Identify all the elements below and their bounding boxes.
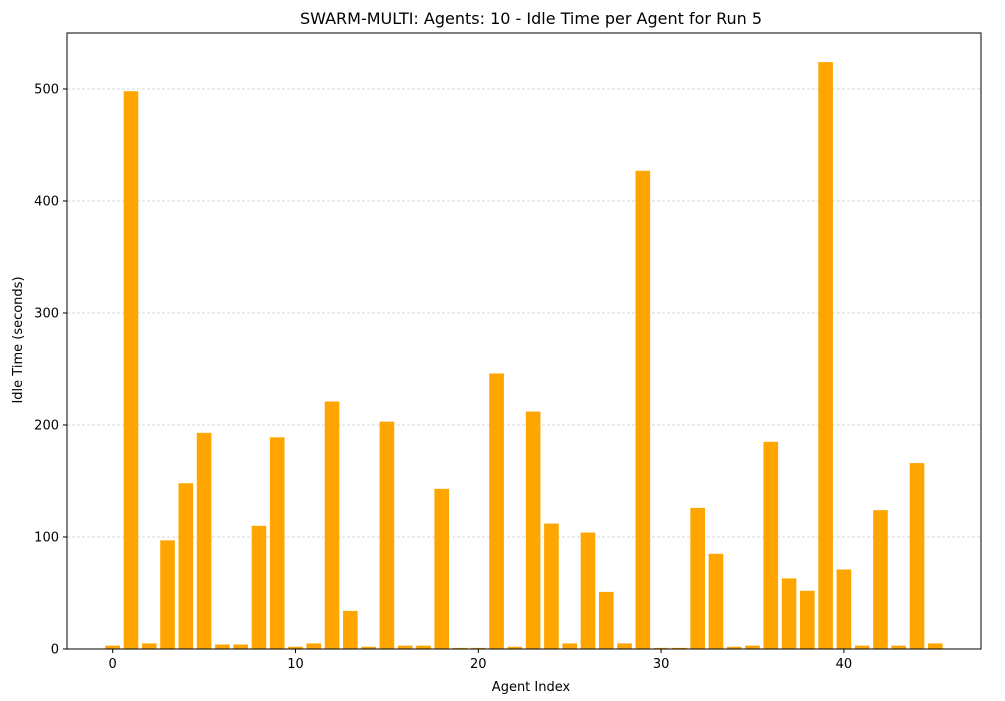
bar [507,646,523,649]
bar [215,644,230,649]
bar [489,373,504,649]
bar [653,647,669,649]
bar [343,610,358,649]
bar [452,647,468,649]
bar [269,437,285,649]
y-tick-label: 0 [51,643,59,658]
bar [598,591,614,649]
bar [726,646,742,649]
bar [379,421,395,649]
y-axis-label: Idle Time (seconds) [11,276,26,403]
x-tick-label: 0 [109,657,117,672]
bar [196,432,212,649]
bar [160,540,175,649]
bar [470,647,486,649]
x-tick-label: 30 [653,657,670,672]
x-axis-ticks: 0 10 20 30 40 [109,649,853,672]
bar [763,441,779,649]
plot-frame [66,32,982,650]
bar [927,643,943,649]
bar [672,647,687,649]
bar [873,510,888,649]
bar [525,411,541,649]
bar [288,646,303,649]
bar [105,645,121,649]
bar [891,645,907,649]
bar [836,569,852,649]
bar [361,646,376,649]
x-axis-label: Agent Index [492,680,571,695]
y-tick-label: 200 [34,419,59,434]
bar [800,590,815,649]
y-axis-ticks: 0 100 200 300 400 500 [34,83,67,658]
bar [178,483,194,649]
x-tick-label: 20 [470,657,487,672]
chart-title: SWARM-MULTI: Agents: 10 - Idle Time per … [300,9,762,28]
bar [818,62,833,650]
bar [708,553,724,649]
y-tick-label: 300 [34,307,59,322]
bar [909,463,925,649]
bar [306,643,322,649]
x-tick-label: 40 [836,657,853,672]
axes-frame [66,32,982,650]
bar [544,523,559,649]
y-tick-label: 100 [34,531,59,546]
y-tick-label: 400 [34,195,59,210]
bar [635,170,651,649]
x-tick-label: 10 [287,657,304,672]
bar [580,532,596,649]
bar [251,525,267,649]
y-tick-label: 500 [34,83,59,98]
bar [854,645,870,649]
bar [562,643,578,649]
bar [690,507,705,649]
bar [141,643,157,649]
bar [324,401,340,649]
bar [397,645,413,649]
bar [781,578,797,649]
bars [105,62,943,650]
bar [617,643,632,649]
bar [233,644,248,649]
bar [123,91,139,650]
bar [434,488,450,649]
bar [745,645,760,649]
bar [416,645,431,649]
